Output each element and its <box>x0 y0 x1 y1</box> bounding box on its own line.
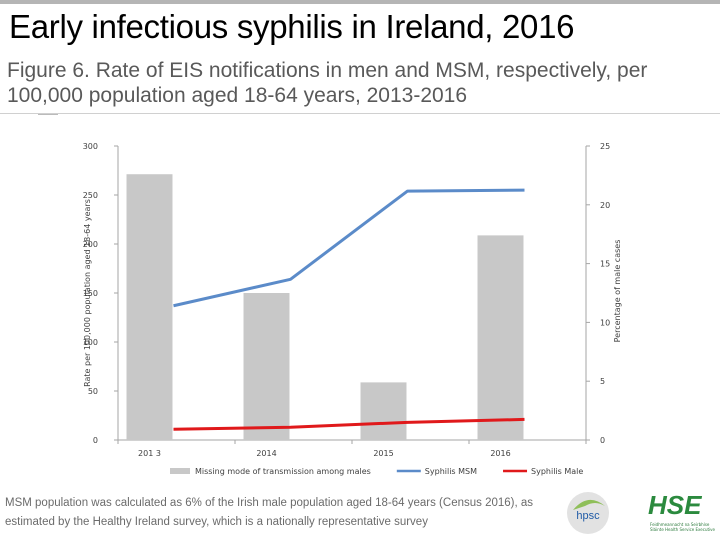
legend-label-missing-mode-of-transmission-among-males: Missing mode of transmission among males <box>195 467 371 476</box>
legend-label-syphilis-msm: Syphilis MSM <box>425 467 477 476</box>
line-syphilis-male <box>173 417 525 431</box>
y-tick-label: 250 <box>83 191 98 200</box>
page-title: Early infectious syphilis in Ireland, 20… <box>9 8 575 45</box>
y2-tick-label: 25 <box>600 142 610 151</box>
x-tick-label: 2016 <box>490 449 510 458</box>
footnote: MSM population was calculated as 6% of t… <box>5 497 534 528</box>
y-tick-label: 300 <box>83 142 98 151</box>
legend-label-syphilis-male: Syphilis Male <box>531 467 583 476</box>
bar-missing-mode-2015 <box>360 382 407 440</box>
line-syphilis-msm <box>173 188 525 308</box>
x-tick-label: 201 3 <box>138 449 161 458</box>
y2-axis-title: Percentage of male cases <box>613 240 622 343</box>
bar-missing-mode-2014 <box>243 293 290 440</box>
combo-chart: 0 50 100 150 200 250 300 0 5 10 15 20 25 201 3 2014 201… <box>83 142 622 476</box>
header-divider <box>0 113 720 114</box>
x-tick-label: 2015 <box>373 449 393 458</box>
y-tick-label: 0 <box>93 436 98 445</box>
y-tick-label: 150 <box>83 289 98 298</box>
y-tick-label: 100 <box>83 338 98 347</box>
y-tick-label: 200 <box>83 240 98 249</box>
hse-logo: HSE <box>648 490 702 520</box>
hse-logo-text: HSE <box>648 490 702 520</box>
hpsc-logo-text: hpsc <box>576 510 600 522</box>
y2-tick-label: 0 <box>600 436 605 445</box>
y-axis-title: Rate per 100,000 population aged 18-64 y… <box>83 199 92 387</box>
header-divider-accent <box>38 114 58 115</box>
x-tick-label: 2014 <box>256 449 276 458</box>
y-tick-label: 50 <box>88 387 98 396</box>
y2-tick-label: 10 <box>600 318 610 327</box>
hse-logo-caption: Feidhmeannacht na Seirbhíse Sláinte Heal… <box>650 522 715 532</box>
legend-swatch-missing-mode-of-transmission-among-males <box>170 468 190 474</box>
hpsc-logo: hpsc <box>567 492 609 534</box>
y2-tick-label: 15 <box>600 260 610 269</box>
top-rule <box>0 0 720 4</box>
bar-missing-mode-2013 <box>126 174 173 440</box>
hpsc-logo-swoosh <box>573 499 605 510</box>
figure-caption: Figure 6. Rate of EIS notifications in m… <box>7 59 648 107</box>
y2-tick-label: 20 <box>600 201 610 210</box>
bar-missing-mode-2016 <box>477 235 524 440</box>
y2-tick-label: 5 <box>600 377 605 386</box>
